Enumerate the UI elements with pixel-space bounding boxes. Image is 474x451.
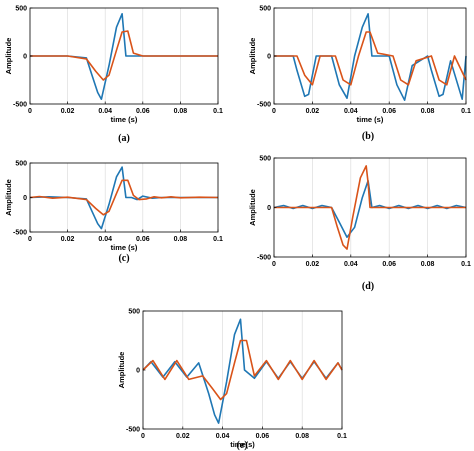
x-tick-label: 0 — [141, 433, 145, 440]
x-tick-label: 0.04 — [344, 108, 358, 115]
x-tick-label: 0.08 — [295, 433, 309, 440]
x-axis-label: time (s) — [111, 115, 138, 124]
x-tick-label: 0.06 — [382, 261, 396, 268]
x-tick-label: 0.04 — [98, 236, 112, 243]
panel-caption: (c) — [118, 253, 129, 264]
x-tick-label: 0 — [272, 108, 276, 115]
y-tick-label: 500 — [15, 161, 27, 168]
series-line-1 — [274, 13, 467, 101]
panel-caption: (d) — [362, 281, 374, 292]
x-tick-label: 0.1 — [461, 261, 471, 268]
x-tick-label: 0.08 — [421, 261, 435, 268]
x-tick-label: 0.06 — [136, 236, 150, 243]
x-tick-label: 0.1 — [213, 108, 223, 115]
y-tick-label: 0 — [23, 195, 27, 202]
series-line-1 — [273, 180, 467, 238]
y-tick-label: -500 — [13, 102, 27, 109]
y-tick-label: 500 — [259, 156, 271, 163]
x-tick-label: 0 — [28, 108, 32, 115]
y-tick-label: 0 — [136, 368, 140, 375]
series-line-2 — [274, 165, 466, 250]
y-axis-label: Amplitude — [4, 179, 13, 216]
x-tick-label: 0.08 — [421, 108, 435, 115]
x-tick-label: 0.02 — [61, 236, 75, 243]
y-tick-label: -500 — [13, 230, 27, 237]
y-tick-label: 500 — [128, 309, 140, 316]
x-axis-label: time (s) — [111, 243, 138, 252]
x-tick-label: 0.1 — [461, 108, 471, 115]
x-axis-label: time(s) — [230, 440, 255, 449]
y-tick-label: 500 — [15, 6, 27, 13]
x-tick-label: 0.06 — [256, 433, 270, 440]
y-tick-label: 500 — [259, 6, 271, 13]
series-line-2 — [274, 31, 467, 86]
panel-caption: (e) — [236, 440, 247, 451]
x-tick-label: 0.02 — [61, 108, 75, 115]
y-tick-label: -500 — [126, 427, 140, 434]
x-tick-label: 0.02 — [306, 261, 320, 268]
x-tick-label: 0.02 — [176, 433, 190, 440]
series-line-1 — [30, 13, 218, 100]
y-axis-label: Amplitude — [117, 352, 126, 389]
y-tick-label: -500 — [257, 255, 271, 262]
series-line-2 — [142, 339, 343, 401]
y-tick-label: 0 — [23, 54, 27, 61]
chart-panel-5: 0 0.02 0.04 0.06 0.08 0.1-5000500time(s)Ampli… — [117, 309, 347, 451]
series-line-2 — [30, 30, 218, 81]
y-tick-label: -500 — [257, 102, 271, 109]
x-axis-label: time (s) — [357, 115, 384, 124]
x-tick-label: 0.06 — [382, 108, 396, 115]
x-tick-label: 0.04 — [98, 108, 112, 115]
y-axis-label: Amplitude — [248, 38, 257, 75]
y-tick-label: 0 — [267, 205, 271, 212]
x-tick-label: 0 — [28, 236, 32, 243]
x-tick-label: 0.04 — [344, 261, 358, 268]
x-tick-label: 0.1 — [337, 433, 347, 440]
y-axis-label: Amplitude — [4, 38, 13, 75]
x-tick-label: 0.06 — [136, 108, 150, 115]
axes-frame — [142, 310, 343, 430]
x-tick-label: 0.04 — [216, 433, 230, 440]
panel-caption: (b) — [362, 131, 374, 142]
x-tick-label: 0.08 — [174, 236, 188, 243]
x-tick-label: 0.1 — [213, 236, 223, 243]
x-tick-label: 0.08 — [174, 108, 188, 115]
series-line-1 — [142, 318, 343, 424]
series-line-2 — [29, 179, 219, 216]
y-tick-label: 0 — [267, 54, 271, 61]
y-axis-label: Amplitude — [248, 189, 257, 226]
x-tick-label: 0.02 — [306, 108, 320, 115]
x-tick-label: 0 — [272, 261, 276, 268]
panel-caption: (a) — [118, 133, 130, 144]
